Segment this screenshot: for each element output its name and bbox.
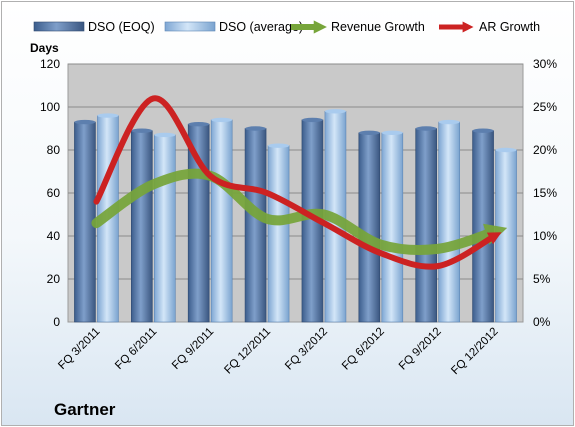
bar-dso-eoq-cap: [188, 122, 210, 127]
line-revenue-growth: [91, 168, 508, 255]
bar-dso-eoq: [415, 128, 437, 323]
bar-dso-average: [210, 119, 233, 323]
legend-label: DSO (average): [219, 20, 303, 34]
bar-dso-average-cap: [438, 119, 460, 125]
y-tick-label: 100: [40, 100, 60, 114]
bar-dso-average-cap: [154, 132, 176, 138]
y2-tick-label: 25%: [533, 100, 557, 114]
y-tick-label: 40: [47, 229, 61, 243]
legend-label: Revenue Growth: [331, 20, 425, 34]
bar-dso-average: [267, 145, 290, 323]
line-ar-growth: [93, 95, 502, 270]
y-tick-label: 80: [47, 143, 61, 157]
legend-label: AR Growth: [479, 20, 540, 34]
bar-dso-eoq-cap: [301, 117, 323, 123]
bar-dso-eoq: [358, 132, 381, 323]
legend-swatch: [164, 21, 216, 32]
bar-dso-eoq: [472, 130, 494, 323]
bar-dso-eoq-cap: [358, 130, 380, 135]
bar-dso-eoq-cap: [74, 119, 96, 125]
x-tick-label: FQ 6/2011: [113, 326, 159, 372]
company-label: Gartner: [54, 400, 116, 419]
bar-dso-average-cap: [495, 147, 517, 153]
x-tick-label: FQ 3/2012: [283, 326, 330, 373]
y2-tick-label: 0%: [533, 315, 551, 329]
y-tick-label: 0: [53, 315, 60, 329]
x-tick-label: FQ 3/2011: [56, 326, 102, 372]
bar-dso-average-cap: [381, 130, 403, 135]
legend-label: DSO (EOQ): [88, 20, 155, 34]
x-tick-label: FQ 9/2012: [397, 326, 444, 373]
bar-dso-eoq: [244, 128, 267, 323]
y2-tick-label: 30%: [533, 57, 557, 71]
y2-tick-label: 10%: [533, 229, 557, 243]
bar-dso-average: [438, 121, 460, 323]
legend-swatch: [33, 21, 85, 32]
bar-dso-average-cap: [97, 113, 119, 118]
x-tick-label: FQ 6/2012: [340, 326, 387, 373]
bar-dso-average-cap: [268, 143, 290, 148]
y2-tick-label: 5%: [533, 272, 551, 286]
bar-dso-average-cap: [211, 117, 233, 123]
bar-dso-eoq: [131, 130, 153, 323]
bar-dso-average: [381, 132, 404, 323]
x-tick-label: FQ 9/2011: [170, 326, 216, 372]
x-tick-label: FQ 12/2011: [222, 326, 273, 377]
bar-dso-average: [154, 134, 176, 323]
y-tick-label: 60: [47, 186, 61, 200]
bar-dso-eoq-cap: [415, 126, 437, 131]
y-tick-label: 120: [40, 57, 60, 71]
bar-dso-average: [495, 149, 517, 323]
y2-tick-label: 20%: [533, 143, 557, 157]
bar-dso-average-cap: [324, 109, 346, 114]
bar-dso-eoq-cap: [245, 126, 267, 131]
x-tick-label: FQ 12/2012: [449, 326, 500, 377]
y-tick-label: 20: [47, 272, 61, 286]
y2-tick-label: 15%: [533, 186, 557, 200]
y-axis-title: Days: [30, 41, 59, 55]
bar-dso-eoq-cap: [472, 128, 494, 133]
bar-dso-eoq-cap: [131, 128, 153, 133]
